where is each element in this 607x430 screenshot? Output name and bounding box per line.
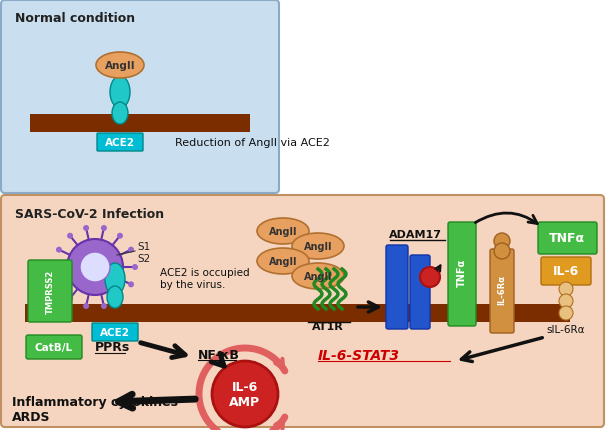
Text: IL-6: IL-6 xyxy=(553,265,579,278)
Text: ADAM17: ADAM17 xyxy=(388,230,441,240)
Circle shape xyxy=(132,264,138,270)
FancyBboxPatch shape xyxy=(448,222,476,326)
Text: ACE2: ACE2 xyxy=(105,138,135,147)
Text: IL-6
AMP: IL-6 AMP xyxy=(229,380,260,408)
FancyBboxPatch shape xyxy=(386,246,408,329)
Text: PPRs: PPRs xyxy=(95,341,131,354)
Text: ARDS: ARDS xyxy=(12,411,50,424)
Circle shape xyxy=(67,295,73,301)
Ellipse shape xyxy=(107,286,123,308)
FancyBboxPatch shape xyxy=(97,134,143,152)
Circle shape xyxy=(494,233,510,249)
FancyBboxPatch shape xyxy=(541,258,591,286)
Text: Reduction of AngII via ACE2: Reduction of AngII via ACE2 xyxy=(175,138,330,147)
Text: AngII: AngII xyxy=(104,61,135,71)
Circle shape xyxy=(494,243,510,259)
Text: ACE2: ACE2 xyxy=(100,327,130,337)
Ellipse shape xyxy=(257,249,309,274)
Circle shape xyxy=(67,233,73,239)
Bar xyxy=(25,304,570,322)
Text: IL-6Rα: IL-6Rα xyxy=(498,274,506,304)
Ellipse shape xyxy=(96,53,144,79)
Circle shape xyxy=(212,361,278,427)
Circle shape xyxy=(56,282,62,288)
Text: AngII: AngII xyxy=(269,256,297,266)
Text: CatB/L: CatB/L xyxy=(35,342,73,352)
Ellipse shape xyxy=(112,103,128,125)
Ellipse shape xyxy=(257,218,309,244)
Ellipse shape xyxy=(105,264,125,295)
Circle shape xyxy=(117,295,123,301)
Ellipse shape xyxy=(292,264,344,289)
FancyBboxPatch shape xyxy=(26,335,82,359)
Text: NF-κB: NF-κB xyxy=(198,349,240,362)
Text: Normal condition: Normal condition xyxy=(15,12,135,25)
FancyBboxPatch shape xyxy=(28,261,72,322)
Text: AT1R: AT1R xyxy=(312,321,344,331)
Text: SARS-CoV-2 Infection: SARS-CoV-2 Infection xyxy=(15,208,164,221)
Circle shape xyxy=(117,233,123,239)
Circle shape xyxy=(101,225,107,231)
Text: IL-6-STAT3: IL-6-STAT3 xyxy=(318,348,400,362)
Text: sIL-6Rα: sIL-6Rα xyxy=(547,324,585,334)
Bar xyxy=(30,115,250,133)
Text: Inflammatory cytokines: Inflammatory cytokines xyxy=(12,396,178,408)
Text: TNFα: TNFα xyxy=(457,258,467,286)
Circle shape xyxy=(80,252,110,283)
Text: TNFα: TNFα xyxy=(549,232,585,245)
FancyBboxPatch shape xyxy=(410,255,430,329)
FancyBboxPatch shape xyxy=(538,222,597,255)
Circle shape xyxy=(67,240,123,295)
Circle shape xyxy=(83,225,89,231)
Text: S2: S2 xyxy=(137,253,151,264)
Text: S1: S1 xyxy=(137,241,151,252)
Ellipse shape xyxy=(110,77,130,109)
Text: ACE2 is occupied
by the virus.: ACE2 is occupied by the virus. xyxy=(160,267,249,289)
Circle shape xyxy=(101,303,107,309)
Text: AngII: AngII xyxy=(304,271,332,281)
Text: AngII: AngII xyxy=(304,241,332,252)
Circle shape xyxy=(559,294,573,308)
Ellipse shape xyxy=(420,267,440,287)
FancyBboxPatch shape xyxy=(490,249,514,333)
Text: TMPRSS2: TMPRSS2 xyxy=(46,269,55,313)
FancyBboxPatch shape xyxy=(1,1,279,194)
Circle shape xyxy=(52,264,58,270)
Circle shape xyxy=(128,247,134,253)
FancyBboxPatch shape xyxy=(92,323,138,341)
Circle shape xyxy=(128,282,134,288)
Circle shape xyxy=(56,247,62,253)
Text: AngII: AngII xyxy=(269,227,297,237)
Circle shape xyxy=(559,283,573,296)
Circle shape xyxy=(559,306,573,320)
Ellipse shape xyxy=(292,233,344,259)
Circle shape xyxy=(83,303,89,309)
FancyBboxPatch shape xyxy=(1,196,604,427)
